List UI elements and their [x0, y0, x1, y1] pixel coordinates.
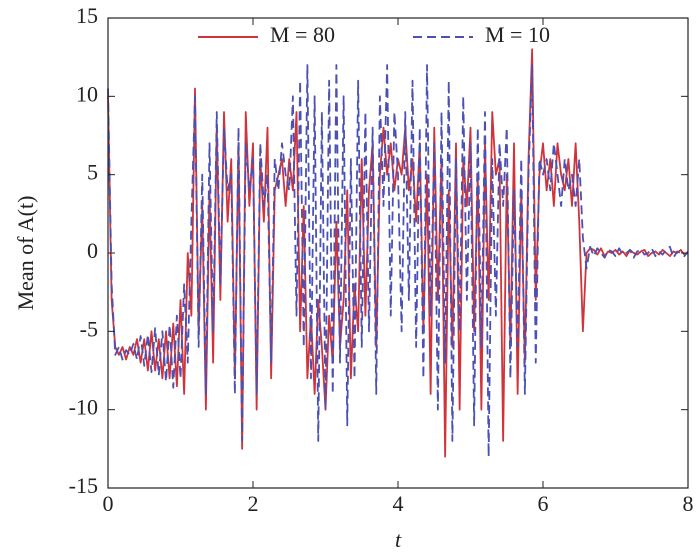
- y-tick-label: -15: [69, 473, 98, 498]
- y-axis-label: Mean of A(t): [13, 196, 38, 311]
- x-axis-label: t: [395, 527, 402, 552]
- x-tick-label: 0: [103, 491, 114, 516]
- x-tick-label: 6: [538, 491, 549, 516]
- line-series: [107, 64, 689, 458]
- legend-label: M = 10: [485, 22, 550, 47]
- y-tick-label: -5: [80, 316, 98, 341]
- y-tick-label: -10: [69, 395, 98, 420]
- y-tick-label: 0: [87, 238, 98, 263]
- legend-label: M = 80: [270, 22, 335, 47]
- x-tick-label: 2: [248, 491, 259, 516]
- x-tick-label: 8: [683, 491, 694, 516]
- y-tick-label: 5: [87, 160, 98, 185]
- x-tick-label: 4: [393, 491, 404, 516]
- y-tick-label: 10: [76, 81, 98, 106]
- y-tick-label: 15: [76, 3, 98, 28]
